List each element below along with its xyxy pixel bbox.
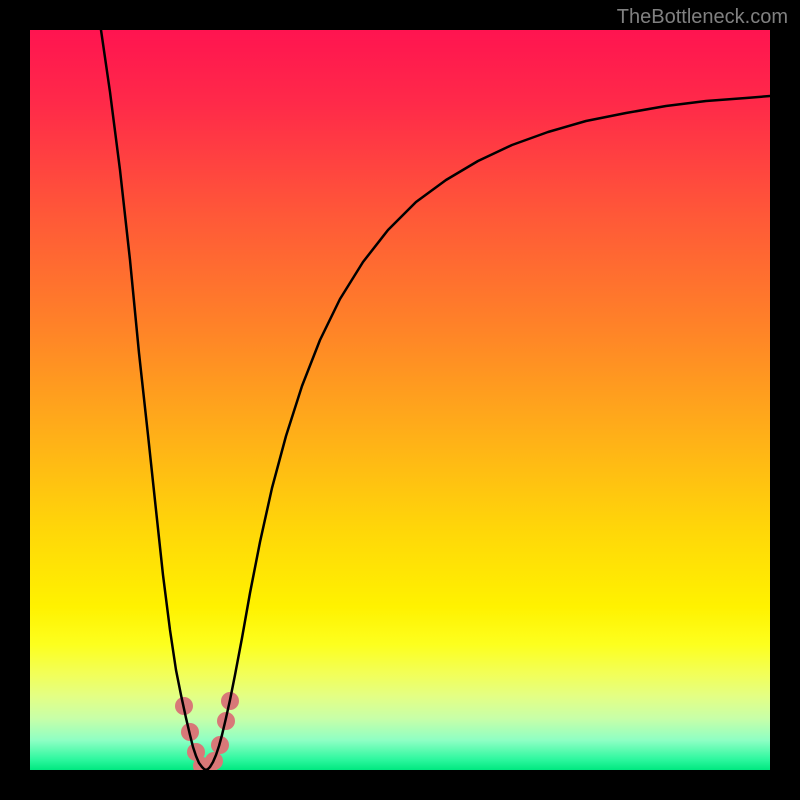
- chart-container: { "watermark": { "text": "TheBottleneck.…: [0, 0, 800, 800]
- curve-layer: [30, 30, 770, 770]
- watermark-text: TheBottleneck.com: [617, 6, 788, 29]
- bottleneck-curve: [101, 30, 770, 770]
- plot-area: [30, 30, 770, 770]
